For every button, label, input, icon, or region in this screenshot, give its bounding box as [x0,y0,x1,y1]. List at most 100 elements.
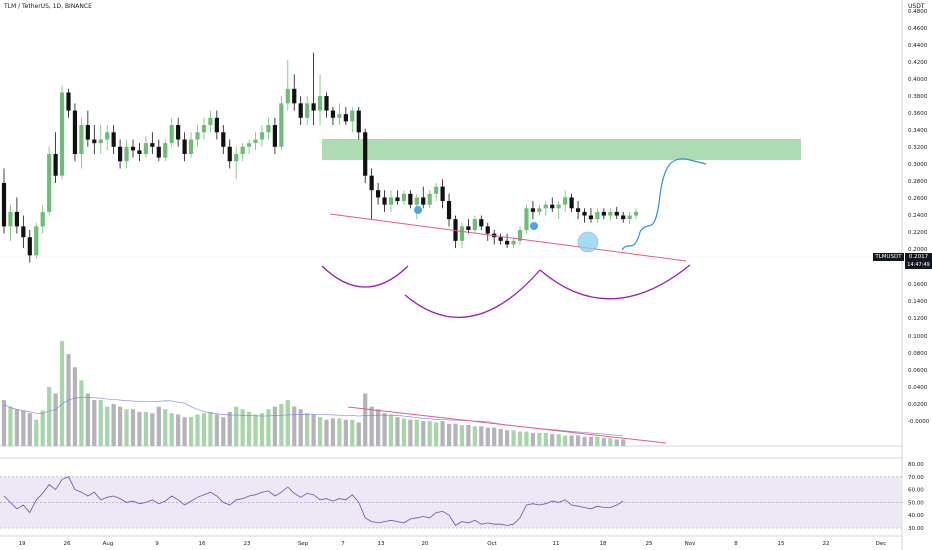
candle-body [537,208,542,212]
y-tick-label: 0.1400 [908,299,928,305]
volume-bar [53,393,58,446]
rsi-tick-label: 30.00 [908,526,924,532]
candle-body [517,230,523,241]
volume-bar [118,406,123,446]
candle-body [388,197,394,205]
x-tick-label: 22 [823,541,830,547]
x-tick-label: 20 [422,541,429,547]
projection-path [621,158,707,251]
candle-body [414,197,419,205]
y-tick-label: 0.2000 [908,247,928,253]
candle-body [601,211,606,216]
volume-bar [575,435,581,446]
candle-body [498,237,503,241]
volume-bar [150,413,155,446]
y-tick-label: 0.2800 [908,179,928,185]
candle-body [227,146,232,162]
volume-bar [34,419,39,446]
volume-bar [330,418,336,446]
y-tick-label: 0.0200 [908,402,928,408]
volume-bar [182,417,187,446]
symbol-tag: TLMUSDT [873,253,904,261]
volume-bar [98,400,103,446]
candle-body [298,103,303,118]
candle-body [279,103,284,147]
volume-bar [446,423,452,446]
candle-body [214,117,219,133]
candle-body [92,139,97,144]
candle-body [79,125,84,154]
candle-body [285,88,290,104]
x-tick-label: Dec [876,541,887,547]
y-tick-label: 0.2400 [908,213,928,219]
candle-body [21,226,26,238]
candle-body [14,211,19,227]
volume-bar [356,422,361,446]
candle-body [111,132,116,147]
volume-bar [453,423,458,446]
y-tick-label: 0.1000 [908,334,928,340]
candle-body [143,143,148,154]
volume-bar [459,425,465,446]
volume-bar [305,413,310,446]
volume-bar [253,414,258,446]
candle-body [575,208,581,212]
volume-trendline [347,406,667,444]
rsi-line [3,476,624,526]
y-tick-label: 0.3000 [908,162,928,168]
candle-body [446,201,452,220]
candle-body [582,211,587,216]
candle-body [201,125,207,133]
volume-bar [105,406,110,446]
volume-bar [40,410,45,446]
volume-bar [266,409,271,446]
candle-body [150,143,155,147]
volume-bar [498,428,503,446]
volume-bar [479,426,484,446]
candle-body [505,240,510,245]
rsi-tick-label: 80.00 [908,462,924,468]
x-tick-label: 11 [553,541,560,547]
volume-bar [92,400,97,446]
volume-bar [27,413,32,446]
volume-bar [337,418,342,446]
volume-bar [621,439,626,446]
candle-body [266,125,271,133]
y-tick-label: 0.4800 [908,9,928,15]
volume-bar [550,434,555,446]
volume-bar [582,436,587,446]
candle-body [563,197,568,205]
candle-body [434,186,439,194]
candle-body [1,182,7,227]
candle-body [524,208,529,230]
volume-bar [601,438,606,446]
candle-body [169,125,174,144]
candle-body [47,154,52,212]
volume-bar [369,406,374,446]
y-tick-label: 0.4200 [908,60,928,66]
top-marker [414,206,422,214]
y-tick-label: 0.2600 [908,196,928,202]
rsi-tick-label: 70.00 [908,475,924,481]
volume-bar [234,406,239,446]
volume-bar [311,414,316,446]
volume-bar [285,400,290,446]
right-shoulder-arc [539,264,691,300]
candle-body [550,204,555,209]
volume-bar [227,411,232,446]
volume-bar [569,435,574,446]
volume-bar [388,414,394,446]
candle-body [330,110,336,118]
x-tick-label: 18 [600,541,607,547]
volume-bar [247,411,252,446]
y-tick-label: 0.2200 [908,230,928,236]
y-tick-label: 0.1200 [908,316,928,322]
x-tick-label: Nov [685,541,696,547]
volume-bar [543,432,548,446]
volume-bar [279,404,284,446]
candle-body [66,92,71,111]
y-tick-label: 0.4000 [908,77,928,83]
candle-body [292,88,297,104]
volume-bar [21,410,26,446]
